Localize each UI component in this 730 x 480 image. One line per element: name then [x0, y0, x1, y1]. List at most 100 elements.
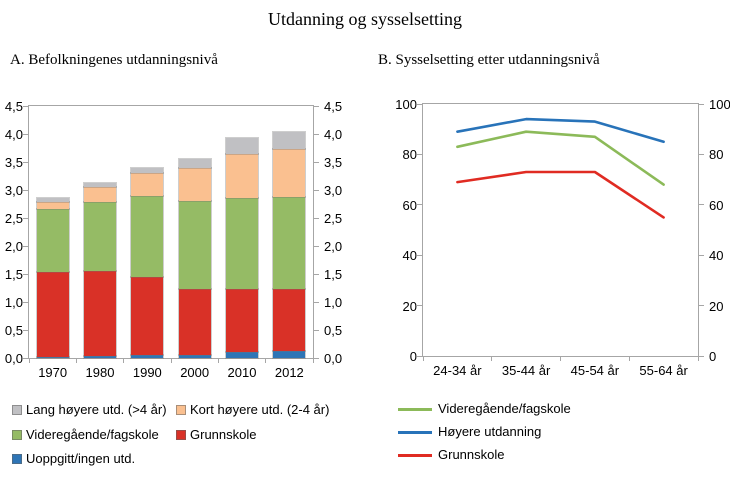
bar-segment [225, 288, 259, 354]
bar-segment [83, 270, 117, 357]
bar-segment [83, 182, 117, 189]
legend-label: Grunnskole [190, 427, 257, 442]
y-tick-label-left: 3,5 [4, 155, 23, 170]
y-tick-right [314, 357, 319, 359]
x-category-label: 2012 [274, 365, 304, 380]
y-tick-label-left: 1,5 [4, 267, 23, 282]
bar-segment [83, 354, 117, 360]
bar-segment [35, 200, 70, 211]
x-tick [560, 357, 561, 361]
y-tick-right [699, 103, 704, 105]
y-tick-label-left: 60 [402, 197, 417, 213]
y-tick-left [23, 301, 28, 303]
y-tick-left [417, 153, 422, 155]
y-tick-right [314, 161, 319, 163]
y-tick-label-right: 0 [709, 349, 717, 364]
y-tick-label-right: 3,0 [324, 183, 343, 198]
x-category-label: 45-54 år [570, 363, 620, 378]
bar-segment [225, 152, 259, 200]
bar-segment [83, 186, 117, 204]
y-tick-label-right: 2,5 [324, 211, 343, 226]
y-tick-right [314, 217, 319, 219]
y-tick-left [23, 245, 28, 247]
line-series [456, 170, 665, 219]
panel-a-title: A. Befolkningenes utdanningsnivå [10, 52, 218, 68]
figure-title: Utdanning og sysselsetting [268, 9, 462, 29]
bar-segment [177, 167, 212, 203]
x-category-label: 2000 [180, 365, 210, 380]
bar-segment [130, 172, 165, 198]
y-tick-label-left: 2,0 [4, 239, 23, 254]
bar-segment [35, 197, 70, 203]
y-tick-left [23, 189, 28, 191]
y-tick-label-right: 4,0 [324, 127, 343, 142]
bar-segment [177, 288, 212, 357]
y-tick-label-right: 20 [709, 298, 724, 314]
legend-label: Lang høyere utd. (>4 år) [26, 402, 167, 417]
y-tick-label-left: 80 [402, 147, 417, 163]
y-tick-label-right: 0,0 [324, 351, 343, 366]
legend-line-swatch [398, 430, 432, 434]
y-tick-right [314, 245, 319, 247]
y-tick-label-left: 4,5 [4, 99, 23, 114]
y-tick-right [699, 254, 704, 256]
line-series [456, 117, 665, 144]
bar-segment [225, 351, 259, 359]
y-tick-label-right: 3,5 [324, 155, 343, 170]
line-series [456, 130, 665, 186]
y-tick-right [699, 305, 704, 307]
x-category-label: 55-64 år [639, 363, 688, 378]
x-tick [75, 359, 77, 363]
y-tick-left [23, 217, 28, 219]
y-tick-label-right: 80 [709, 147, 724, 163]
x-tick [28, 359, 30, 363]
x-category-label: 35-44 år [501, 363, 551, 378]
y-tick-left [23, 357, 28, 359]
y-tick-label-right: 60 [709, 197, 724, 213]
y-tick-right [314, 189, 319, 191]
bar-segment [272, 147, 307, 198]
legend-label: Videregående/fagskole [26, 427, 159, 442]
x-tick [628, 357, 630, 361]
legend-item: Uoppgitt/ingen utd. [12, 451, 135, 467]
bar-segment [225, 197, 259, 291]
panel-b-title: B. Sysselsetting etter utdanningsnivå [378, 52, 600, 68]
bar-segment [177, 354, 212, 359]
y-tick-left [23, 329, 28, 331]
bar-segment [130, 166, 165, 175]
legend-item: Videregående/fagskole [12, 427, 159, 443]
y-tick-label-left: 4,0 [4, 127, 23, 142]
bar-segment [35, 355, 70, 360]
x-category-label: 1970 [38, 365, 68, 380]
legend-swatch [12, 454, 22, 464]
y-tick-label-right: 4,5 [324, 99, 343, 114]
bar-segment [225, 136, 259, 155]
y-tick-label-right: 1,0 [324, 295, 343, 310]
y-tick-left [417, 355, 422, 357]
panel-a-plot: 0,0 0,0 0,5 0,5 1,0 1,0 1,5 1,5 2,0 2,0 2,5 2,5 3,0 3… [5, 99, 342, 380]
y-tick-right [314, 301, 319, 303]
bar-segment [130, 276, 165, 357]
y-tick-label-left: 100 [395, 97, 417, 112]
bar-segment [35, 208, 70, 274]
legend-label: Kort høyere utd. (2-4 år) [190, 402, 330, 417]
legend-item: Grunnskole [398, 447, 504, 463]
legend-item: Videregående/fagskole [398, 401, 571, 417]
legend-item: Kort høyere utd. (2-4 år) [176, 402, 329, 418]
legend-swatch [12, 405, 22, 415]
y-tick-label-right: 100 [709, 97, 730, 112]
x-category-label: 1990 [132, 365, 162, 380]
line-chart-canvas [456, 117, 665, 219]
x-tick [422, 357, 424, 361]
bar-segment [130, 195, 165, 279]
y-tick-label-right: 40 [709, 248, 724, 264]
y-tick-label-left: 3,0 [4, 183, 23, 198]
y-tick-left [417, 254, 422, 256]
y-tick-right [314, 105, 319, 107]
y-tick-left [23, 273, 28, 275]
legend-label: Høyere utdanning [438, 424, 542, 439]
x-category-label: 2010 [227, 365, 257, 380]
y-tick-left [417, 103, 422, 105]
y-tick-right [699, 204, 704, 206]
y-tick-label-left: 0 [409, 349, 417, 364]
